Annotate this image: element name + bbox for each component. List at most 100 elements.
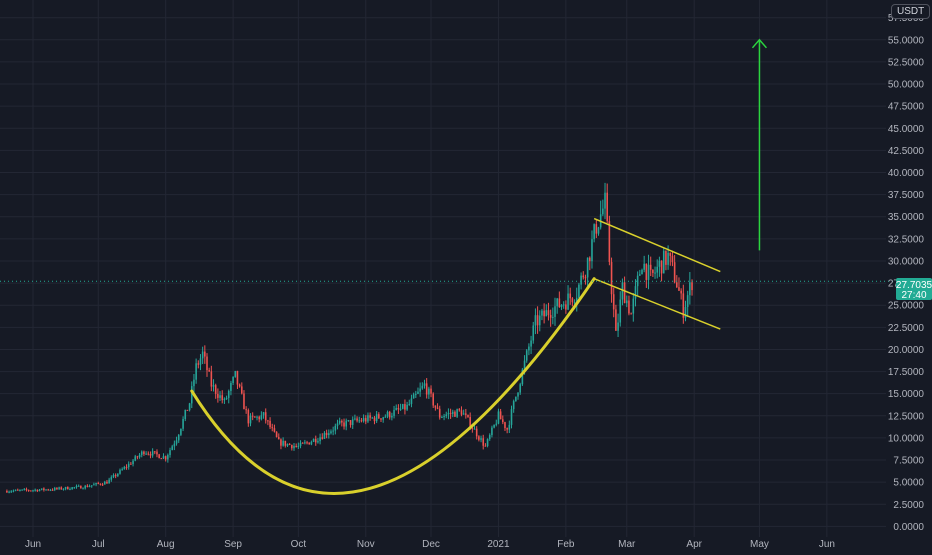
channel-lower-line[interactable] xyxy=(593,277,721,330)
candle-body xyxy=(680,290,682,294)
candle-body xyxy=(273,428,276,432)
candle-body xyxy=(101,484,104,486)
candle-body xyxy=(499,411,502,420)
candle-body xyxy=(443,416,445,418)
candle-body xyxy=(341,420,343,423)
candle-body xyxy=(162,456,165,459)
candle-body xyxy=(323,432,326,439)
candle-body xyxy=(147,453,150,455)
candle-body xyxy=(582,275,585,278)
candle-body xyxy=(53,487,56,491)
candle-body xyxy=(95,483,97,485)
candle-body xyxy=(241,386,243,394)
candle-body xyxy=(462,413,465,415)
candle-body xyxy=(606,192,608,222)
candle-body xyxy=(404,404,406,410)
candle-body xyxy=(256,416,258,418)
y-tick-label: 17.5000 xyxy=(888,367,925,378)
candle-body xyxy=(14,489,17,491)
candle-body xyxy=(364,418,367,422)
candle-body xyxy=(264,412,267,421)
candle-body xyxy=(73,487,76,489)
x-tick-label: Jun xyxy=(25,539,41,550)
candle-body xyxy=(69,489,71,491)
candle-body xyxy=(12,490,15,492)
candle-body xyxy=(227,390,230,398)
candle-body xyxy=(269,420,271,428)
candle-body xyxy=(249,415,252,424)
candle-body xyxy=(347,420,350,422)
candle-body xyxy=(362,418,365,422)
candle-body xyxy=(80,485,82,489)
candle-body xyxy=(343,422,345,427)
candle-body xyxy=(188,403,191,411)
candle-body xyxy=(484,445,487,447)
candle-body xyxy=(19,489,21,491)
y-tick-label: 55.0000 xyxy=(888,35,925,46)
x-tick-label: Jul xyxy=(92,539,105,550)
candle-body xyxy=(173,443,176,447)
candle-body xyxy=(436,407,439,409)
candle-body xyxy=(45,489,47,491)
candle-body xyxy=(130,463,132,465)
currency-badge[interactable]: USDT xyxy=(891,4,931,19)
candle-body xyxy=(158,454,160,459)
y-tick-label: 7.5000 xyxy=(893,456,924,467)
time-axis[interactable]: Jun Jul Aug Sep Oct Nov Dec 2021 Feb Mar Apr May Jun xyxy=(25,539,835,550)
candle-body xyxy=(541,310,543,316)
candle-body xyxy=(608,221,611,262)
y-tick-label: 45.0000 xyxy=(888,124,925,135)
candle-body xyxy=(534,315,537,326)
candle-body xyxy=(34,489,36,491)
candle-body xyxy=(356,418,358,421)
candle-body xyxy=(138,454,141,458)
candle-body xyxy=(538,315,541,326)
price-axis[interactable]: 0.0000 2.5000 5.0000 7.5000 10.0000 12.5000 15… xyxy=(888,13,925,533)
candle-body xyxy=(451,411,454,414)
candle-body xyxy=(145,453,147,455)
candle-body xyxy=(160,458,163,460)
x-tick-label: 2021 xyxy=(487,539,510,550)
candle-body xyxy=(512,401,515,410)
x-tick-label: Mar xyxy=(618,539,636,550)
candle-body xyxy=(586,257,589,278)
candle-body xyxy=(615,309,617,331)
candle-body xyxy=(676,282,678,288)
candle-body xyxy=(423,383,426,386)
candle-body xyxy=(193,379,195,387)
candle-body xyxy=(686,295,689,307)
drawings xyxy=(190,38,768,495)
candle-body xyxy=(314,438,317,443)
candle-body xyxy=(497,411,500,424)
candle-body xyxy=(210,371,213,387)
candle-body xyxy=(88,486,91,488)
candle-body xyxy=(441,416,443,418)
candle-body xyxy=(552,316,554,318)
candle-body xyxy=(143,451,145,455)
candle-body xyxy=(682,293,685,318)
y-tick-label: 0.0000 xyxy=(893,522,924,533)
candle-body xyxy=(110,477,113,480)
candle-body xyxy=(214,385,217,394)
candle-body xyxy=(64,487,67,489)
candle-body xyxy=(299,442,302,447)
candle-body xyxy=(345,420,347,427)
candle-body xyxy=(643,263,645,270)
cup-curve[interactable] xyxy=(190,277,596,495)
candle-body xyxy=(251,415,254,417)
candle-body xyxy=(197,363,200,365)
candle-body xyxy=(151,451,154,456)
candle-body xyxy=(373,417,376,422)
candle-body xyxy=(691,282,693,291)
candle-body xyxy=(556,298,558,307)
candle-body xyxy=(114,475,117,477)
candle-body xyxy=(75,486,78,488)
candle-body xyxy=(460,410,463,415)
candle-body xyxy=(536,315,539,326)
candle-body xyxy=(467,414,469,418)
candle-body xyxy=(469,417,471,428)
x-tick-label: Nov xyxy=(357,539,375,550)
target-arrow-head[interactable] xyxy=(751,38,768,49)
channel-upper-line[interactable] xyxy=(593,217,721,273)
